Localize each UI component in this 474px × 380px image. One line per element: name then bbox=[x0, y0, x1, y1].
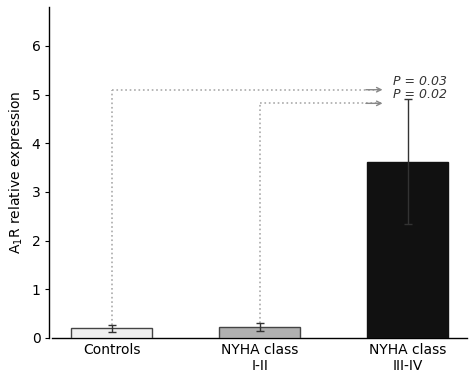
Bar bbox=[71, 328, 152, 338]
Bar bbox=[367, 162, 448, 338]
Y-axis label: A$_1$R relative expression: A$_1$R relative expression bbox=[7, 91, 25, 254]
Text: P = 0.02: P = 0.02 bbox=[393, 89, 447, 101]
Bar bbox=[219, 327, 300, 338]
Text: P = 0.03: P = 0.03 bbox=[393, 75, 447, 88]
